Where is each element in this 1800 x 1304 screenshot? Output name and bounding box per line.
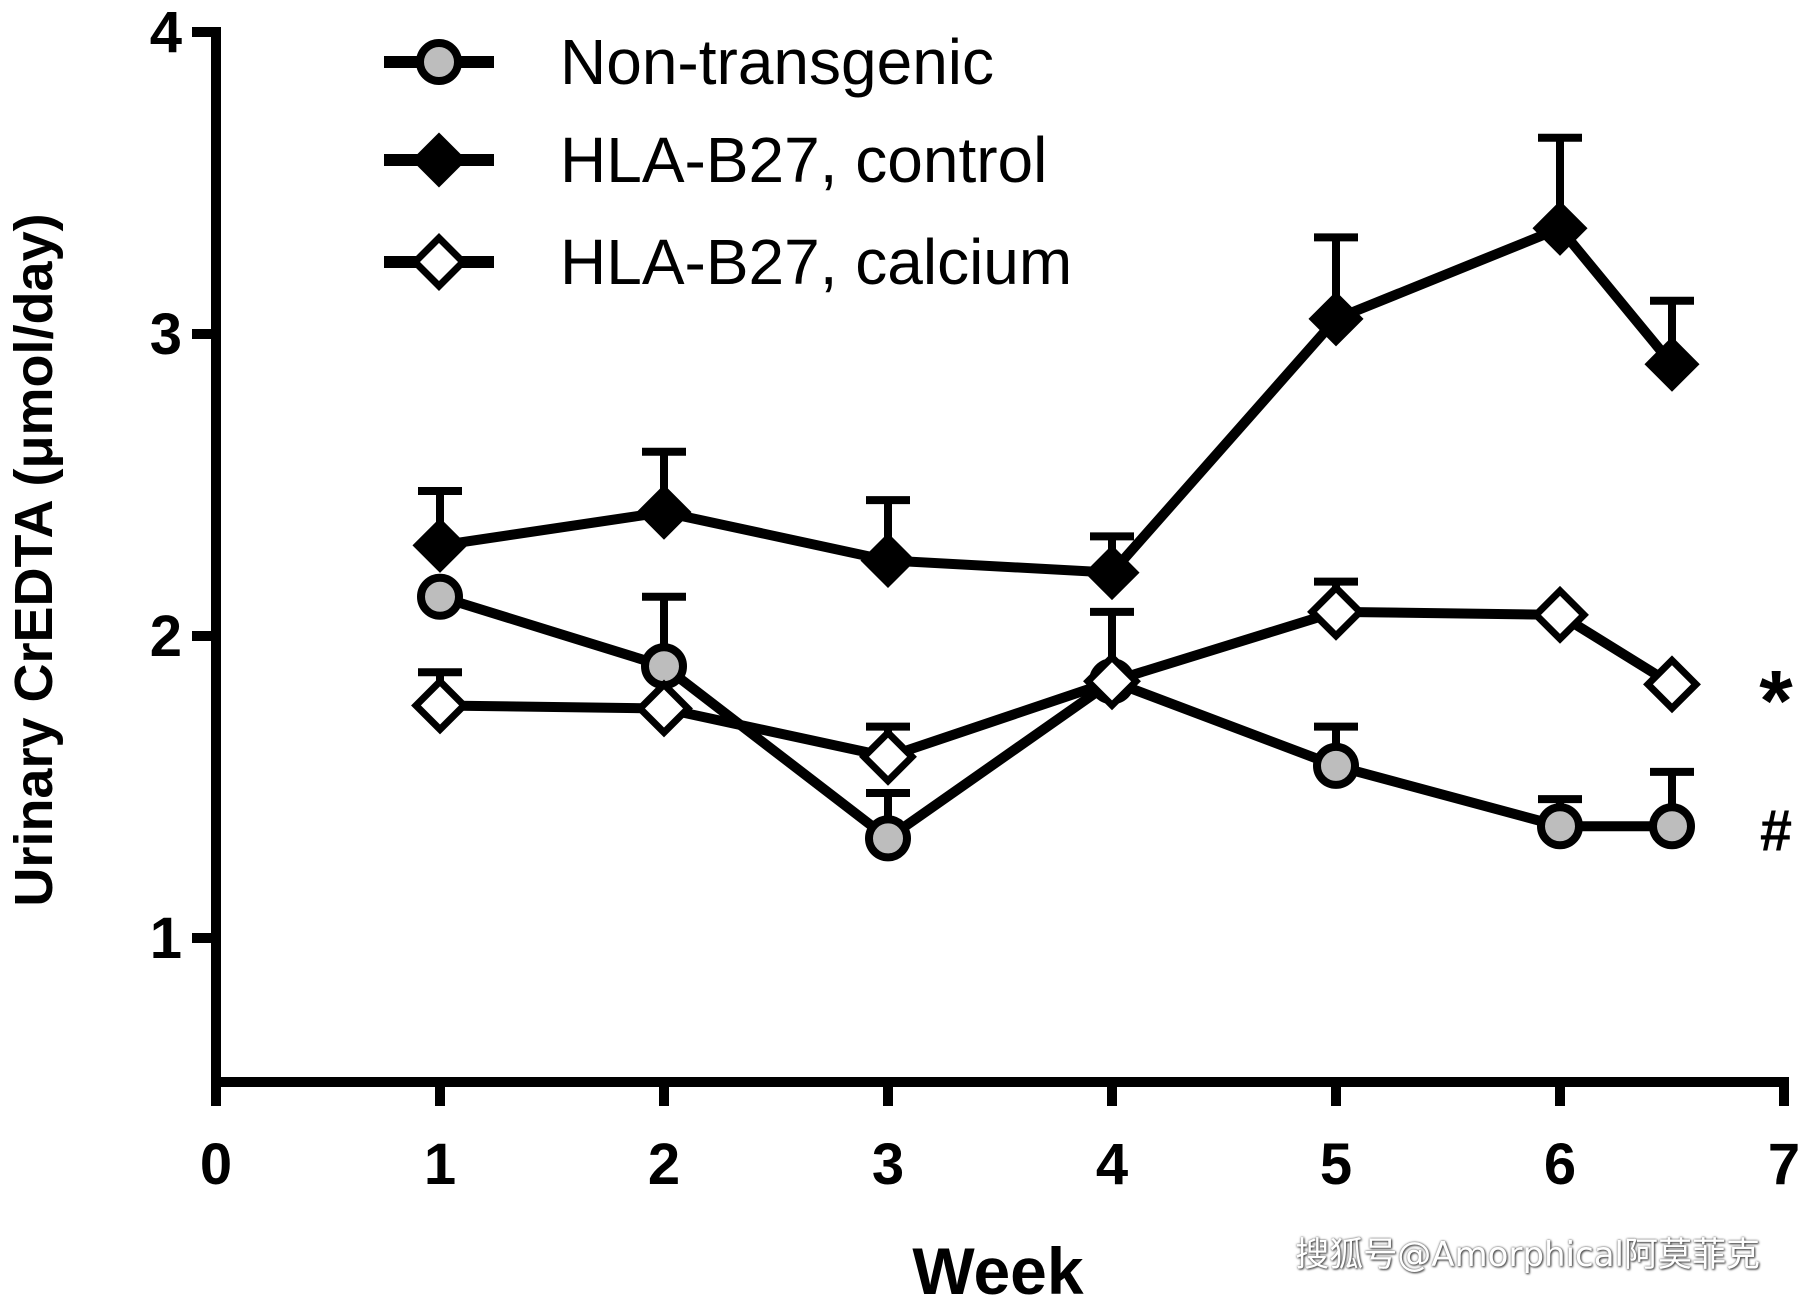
x-tick-label: 4 (1096, 1132, 1128, 1197)
point-hla-b27-control (1644, 336, 1700, 392)
point-hla-b27-calcium (411, 676, 469, 735)
series-lines (438, 223, 1676, 844)
x-tick-label: 6 (1544, 1132, 1576, 1197)
point-hla-b27-control (412, 517, 468, 573)
point-non-transgenic (417, 573, 463, 620)
x-tick-label: 3 (872, 1132, 904, 1197)
axes: 1 2 3 4 0 1 2 3 4 5 6 7 (150, 0, 1800, 1197)
point-non-transgenic (641, 643, 687, 690)
y-tick-label: 1 (150, 906, 182, 971)
point-hla-b27-control (1532, 200, 1588, 256)
legend-label: Non-transgenic (560, 26, 994, 98)
legend-marker (411, 132, 467, 188)
point-hla-b27-calcium (635, 679, 693, 738)
y-tick-label: 2 (150, 604, 182, 669)
x-tick-label: 0 (200, 1132, 232, 1197)
point-hla-b27-control (1308, 291, 1364, 347)
point-hla-b27-calcium (1083, 652, 1141, 711)
point-hla-b27-control (1084, 545, 1140, 601)
point-non-transgenic (1649, 803, 1695, 850)
series-line-non-transgenic (438, 591, 1672, 844)
legend-label: HLA-B27, calcium (560, 226, 1072, 298)
series-line-hla-b27-calcium (439, 606, 1675, 762)
legend-marker (416, 39, 462, 85)
point-hla-b27-calcium (859, 727, 917, 786)
x-tick-label: 7 (1768, 1132, 1800, 1197)
legend-item-non-transgenic: Non-transgenic (384, 26, 994, 98)
y-ticks: 1 2 3 4 (150, 0, 216, 971)
legend-item-hla-b27-calcium: HLA-B27, calcium (384, 226, 1072, 298)
legend-marker (410, 233, 468, 291)
x-axis-label: Week (912, 1234, 1084, 1304)
y-tick-label: 3 (150, 302, 182, 367)
legend-label: HLA-B27, control (560, 124, 1047, 196)
point-hla-b27-calcium (1307, 582, 1365, 641)
y-axis-label: Urinary CrEDTA (μmol/day) (4, 213, 64, 906)
point-non-transgenic (1537, 803, 1583, 850)
point-hla-b27-calcium (1643, 655, 1701, 714)
point-hla-b27-calcium (1531, 585, 1589, 644)
x-tick-label: 2 (648, 1132, 680, 1197)
annotation-hash: # (1760, 798, 1792, 863)
x-ticks: 0 1 2 3 4 5 6 7 (200, 1082, 1800, 1197)
annotation-star: * (1759, 653, 1793, 749)
annotations: *# (1759, 653, 1793, 863)
point-non-transgenic (865, 815, 911, 862)
series-layer (411, 133, 1701, 862)
legend-item-hla-b27-control: HLA-B27, control (384, 124, 1047, 196)
legend: Non-transgenic HLA-B27, control HLA-B27, c… (384, 26, 1072, 298)
y-tick-label: 4 (150, 0, 182, 65)
point-hla-b27-control (636, 484, 692, 540)
point-hla-b27-control (860, 532, 916, 589)
x-tick-label: 1 (424, 1132, 456, 1197)
point-non-transgenic (1313, 742, 1359, 789)
x-tick-label: 5 (1320, 1132, 1352, 1197)
watermark: 搜狐号@Amorphical阿莫菲克 (1295, 1235, 1760, 1275)
series-markers (411, 200, 1701, 862)
